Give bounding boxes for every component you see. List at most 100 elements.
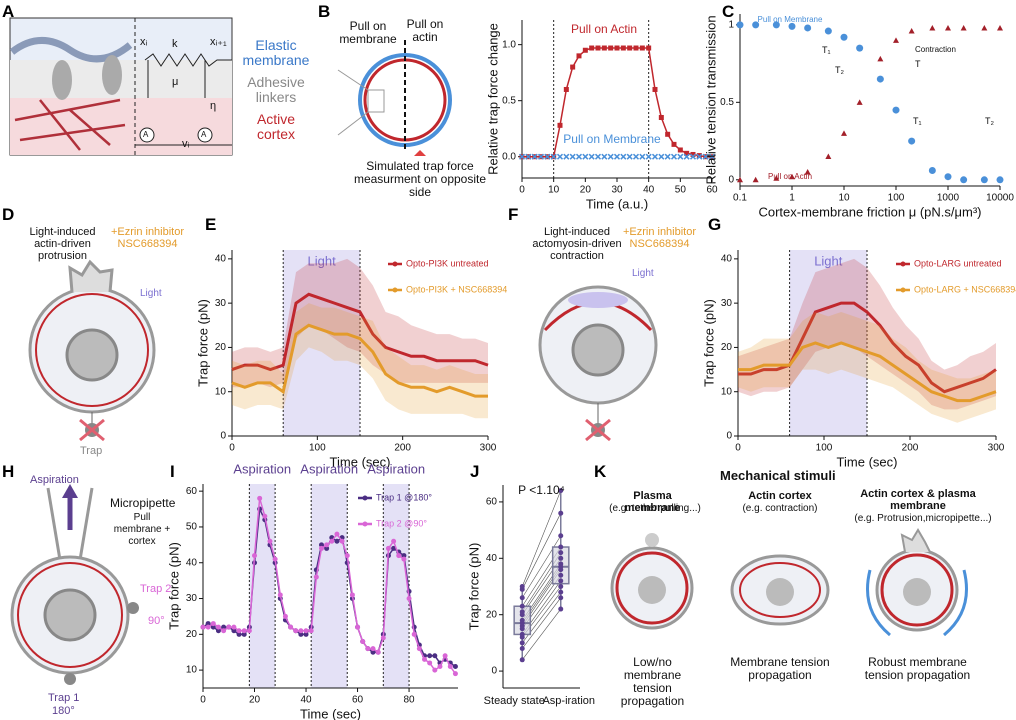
marker (856, 99, 863, 105)
marker (737, 176, 743, 183)
point (558, 606, 564, 612)
x-tick-label: 80 (403, 695, 415, 706)
cell-simulation (337, 40, 452, 156)
marker (944, 173, 952, 181)
light-label: Light (632, 268, 654, 279)
marker (210, 621, 216, 627)
symbol: μ (172, 76, 179, 88)
marker (632, 153, 640, 160)
marker (427, 660, 433, 666)
y-axis-label: Relative trap force change (485, 23, 500, 175)
marker (981, 24, 988, 31)
marker (556, 153, 564, 160)
marker (980, 176, 988, 184)
trap-label: Trap (80, 445, 103, 457)
inset-label: T₂ (835, 65, 844, 75)
x-tick-label: 30 (611, 185, 623, 196)
marker (677, 147, 683, 153)
y-tick-label: 50 (186, 522, 198, 533)
marker (365, 646, 371, 652)
marker (221, 624, 227, 630)
legend-swatch (362, 495, 368, 501)
x-tick-label: 1 (789, 193, 795, 204)
highlight-label: Aspiration (233, 461, 291, 476)
marker (318, 545, 324, 551)
marker (427, 653, 433, 659)
y-tick-label: 0.5 (720, 97, 734, 108)
x-tick-label: 0.1 (733, 193, 747, 204)
marker (401, 556, 407, 562)
x-tick-label: 100 (888, 193, 905, 204)
y-tick-label: 60 (186, 486, 198, 497)
light-label: Light (140, 288, 162, 299)
stimulus-title: Actin cortex (748, 490, 812, 502)
marker (892, 106, 900, 114)
marker (689, 153, 697, 160)
marker (601, 153, 608, 160)
x-tick-label: 200 (902, 443, 919, 454)
stimulus-sub: (e.g. Protrusion,micropipette...) (854, 513, 992, 524)
y-tick-label: 60 (486, 497, 498, 508)
point (558, 589, 564, 595)
marker (442, 653, 448, 659)
highlight (789, 250, 867, 436)
marker (876, 75, 884, 83)
cell-aspiration (10, 484, 139, 685)
x-tick-label: Steady state (484, 695, 545, 707)
marker (658, 114, 664, 120)
marker (670, 153, 678, 160)
marker (690, 151, 696, 157)
y-tick-label: 30 (721, 298, 733, 309)
marker (841, 130, 847, 136)
marker (639, 153, 646, 160)
marker (210, 624, 216, 630)
legend-label: Opto-PI3K untreated (406, 258, 489, 268)
series-line (231, 323, 488, 398)
marker (226, 624, 232, 630)
marker (324, 542, 330, 548)
marker (236, 631, 242, 637)
legend-swatch (362, 521, 368, 527)
x-tick-label: 200 (394, 443, 411, 454)
marker (422, 656, 428, 662)
condition-label: Light-induced actin-driven protrusion (29, 226, 96, 262)
marker (355, 624, 361, 630)
x-tick-label: 100 (816, 443, 833, 454)
x-axis-label: Time (a.u.) (586, 196, 648, 211)
chart-title: P <1.10⁴ (518, 483, 565, 497)
marker (773, 175, 780, 181)
marker (877, 55, 884, 62)
panel-label: J (470, 462, 480, 481)
marker (928, 167, 936, 175)
inset-label: T₁ (913, 116, 922, 126)
point (558, 550, 564, 556)
marker (960, 176, 968, 184)
series-label: Pull on Actin (571, 22, 637, 36)
marker (282, 613, 288, 619)
error-band (232, 303, 488, 419)
marker (416, 646, 422, 652)
marker (626, 153, 633, 160)
y-tick-label: 10 (215, 386, 227, 397)
marker (406, 596, 412, 602)
series-label: Pull on Membrane (758, 15, 823, 24)
y-tick-label: 0 (491, 666, 497, 677)
y-axis-label: Trap force (pN) (701, 299, 716, 387)
marker (789, 173, 795, 180)
marker (303, 631, 309, 637)
marker (200, 624, 206, 630)
pair-line (521, 513, 562, 590)
marker (627, 45, 633, 51)
y-tick-label: 20 (721, 342, 733, 353)
y-tick-label: 0 (728, 174, 734, 185)
marker (231, 624, 237, 630)
series-label: Pull on Membrane (563, 132, 661, 146)
y-tick-label: 40 (721, 253, 733, 264)
y-tick-label: 0 (726, 431, 732, 442)
point (519, 640, 525, 646)
layer-label: Elastic membrane (242, 37, 310, 68)
point (519, 609, 525, 615)
stimulus-sub: (e.g. tether pulling...) (609, 503, 701, 514)
inset-label: T₁ (822, 45, 831, 55)
marker (221, 628, 227, 634)
